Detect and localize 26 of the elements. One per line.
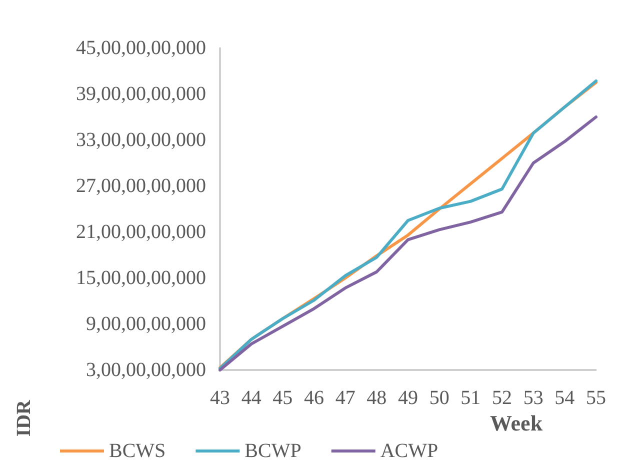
x-axis-title: Week bbox=[490, 410, 544, 436]
y-tick-label: 21,00,00,00,000 bbox=[76, 221, 206, 243]
x-tick-label: 45 bbox=[272, 387, 293, 409]
y-axis-title: IDR bbox=[13, 399, 35, 437]
x-tick-label: 43 bbox=[210, 387, 230, 409]
legend-label: BCWP bbox=[244, 440, 302, 462]
y-tick-label: 9,00,00,00,000 bbox=[86, 313, 206, 335]
y-tick-label: 33,00,00,00,000 bbox=[76, 129, 206, 151]
y-tick-label: 15,00,00,00,000 bbox=[76, 267, 206, 289]
y-tick-label: 45,00,00,00,000 bbox=[76, 37, 206, 59]
legend-label: ACWP bbox=[380, 440, 438, 462]
x-tick-label: 46 bbox=[304, 387, 324, 409]
x-tick-label: 48 bbox=[366, 387, 387, 409]
x-tick-label: 44 bbox=[241, 387, 262, 409]
x-tick-label: 53 bbox=[523, 387, 544, 409]
x-tick-label: 49 bbox=[398, 387, 418, 409]
y-tick-label: 3,00,00,00,000 bbox=[86, 359, 206, 381]
x-tick-label: 52 bbox=[492, 387, 512, 409]
x-tick-label: 51 bbox=[460, 387, 481, 409]
x-tick-label: 55 bbox=[586, 387, 606, 409]
y-tick-label: 27,00,00,00,000 bbox=[76, 175, 206, 197]
legend-label: BCWS bbox=[109, 440, 166, 462]
x-tick-label: 50 bbox=[429, 387, 450, 409]
y-tick-label: 39,00,00,00,000 bbox=[76, 83, 206, 105]
x-tick-label: 47 bbox=[335, 387, 356, 409]
x-tick-label: 54 bbox=[554, 387, 575, 409]
